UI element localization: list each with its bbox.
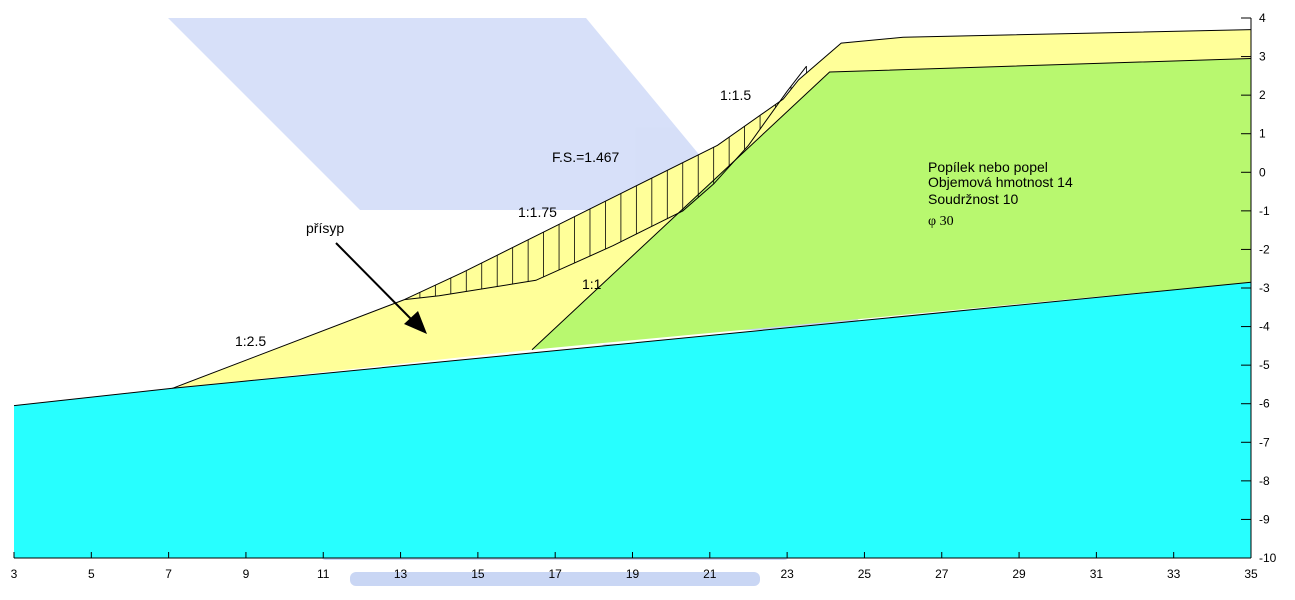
x-tick-label: 25 xyxy=(858,567,872,581)
x-tick-label: 13 xyxy=(394,567,408,581)
y-tick-label: -1 xyxy=(1259,204,1270,218)
embankment-fill-layer xyxy=(172,29,1251,389)
y-tick-label: 1 xyxy=(1259,127,1266,141)
y-tick-label: -10 xyxy=(1259,551,1277,565)
ash-slope-line xyxy=(531,58,1252,351)
y-tick-label: 0 xyxy=(1259,165,1266,179)
x-tick-label: 29 xyxy=(1012,567,1026,581)
y-tick-label: -5 xyxy=(1259,358,1270,372)
y-tick-label: -6 xyxy=(1259,397,1270,411)
ash-fill-layer xyxy=(532,58,1251,350)
y-tick-label: -9 xyxy=(1259,512,1270,526)
y-axis: 4 3 2 1 0 -1 -2 -3 -4 -5 -6 -7 -8 -9 -10 xyxy=(1241,11,1277,565)
x-tick-label: 7 xyxy=(165,567,172,581)
x-axis: 3 5 7 9 11 13 15 17 19 21 23 25 27 29 31 33 35 xyxy=(11,552,1258,581)
slip-surface-line xyxy=(404,65,807,301)
x-tick-label: 17 xyxy=(549,567,563,581)
slope-ratio-1-1-75: 1:1.75 xyxy=(518,204,557,220)
y-tick-label: -8 xyxy=(1259,474,1270,488)
slope-ratio-1-1-5: 1:1.5 xyxy=(720,87,751,103)
prisyp-label: přísyp xyxy=(306,220,344,236)
x-tick-label: 31 xyxy=(1090,567,1104,581)
watermark-bar xyxy=(350,572,760,586)
base-soil-layer xyxy=(14,282,1251,558)
x-tick-label: 19 xyxy=(626,567,640,581)
embankment-toe-line xyxy=(172,299,405,389)
embankment-surface-line xyxy=(404,29,1252,301)
slope-ratio-1-1: 1:1 xyxy=(582,276,602,292)
fs-label: F.S.=1.467 xyxy=(552,149,620,165)
watermark-upper-band xyxy=(168,18,745,210)
material-unit-weight: Objemová hmotnost 14 xyxy=(928,174,1073,190)
slip-surface-hatching xyxy=(419,66,807,298)
y-tick-label: 3 xyxy=(1259,50,1266,64)
y-tick-label: 4 xyxy=(1259,11,1266,25)
x-tick-label: 35 xyxy=(1244,567,1258,581)
x-tick-label: 23 xyxy=(780,567,794,581)
material-cohesion: Soudržnost 10 xyxy=(928,191,1018,207)
x-tick-label: 5 xyxy=(88,567,95,581)
y-tick-label: -7 xyxy=(1259,435,1270,449)
slope-ratio-1-2-5: 1:2.5 xyxy=(235,333,266,349)
x-tick-label: 9 xyxy=(243,567,250,581)
x-tick-label: 3 xyxy=(11,567,18,581)
x-tick-label: 15 xyxy=(471,567,485,581)
y-tick-label: 2 xyxy=(1259,88,1266,102)
x-tick-label: 33 xyxy=(1167,567,1181,581)
prisyp-arrow xyxy=(335,242,427,334)
x-tick-label: 27 xyxy=(935,567,949,581)
y-tick-label: -3 xyxy=(1259,281,1270,295)
material-friction-angle: φ 30 xyxy=(928,214,954,229)
material-name: Popílek nebo popel xyxy=(928,159,1048,175)
y-tick-label: -2 xyxy=(1259,242,1270,256)
y-tick-label: -4 xyxy=(1259,320,1270,334)
x-tick-label: 11 xyxy=(317,567,330,581)
x-tick-label: 21 xyxy=(703,567,717,581)
